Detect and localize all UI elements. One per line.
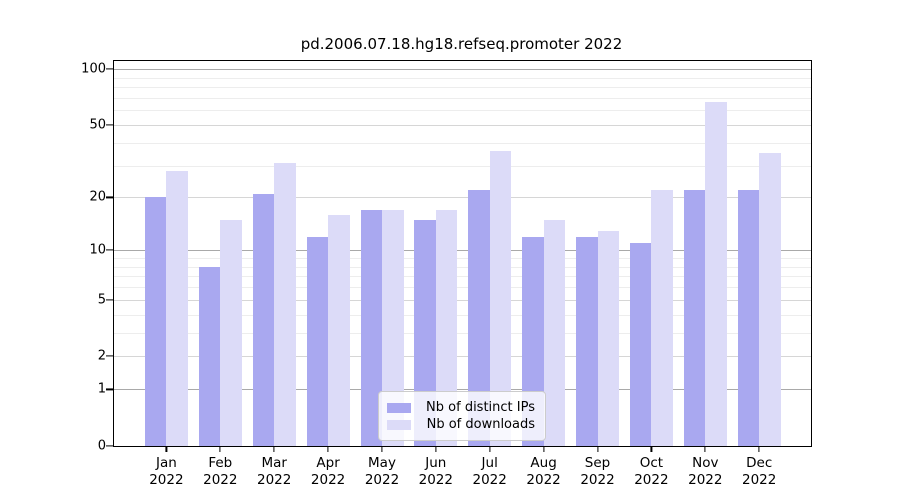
x-tick-nov <box>704 446 706 452</box>
x-tick-label-aug: Aug 2022 <box>526 455 561 488</box>
bar-downloads-jul <box>489 151 512 446</box>
gridline-minor-9 <box>114 258 811 259</box>
gridline-minor-30 <box>114 165 811 167</box>
gridline-minor-6 <box>114 287 811 289</box>
legend-item-distinct-ips: Nb of distinct IPs <box>387 400 535 415</box>
gridline-20 <box>114 197 811 199</box>
gridline-50 <box>114 125 811 126</box>
bar-ips-sep <box>576 236 598 446</box>
gridline-10 <box>114 250 811 252</box>
gridline-1 <box>114 389 811 391</box>
x-tick-label-jul: Jul 2022 <box>472 455 507 488</box>
bar-downloads-nov <box>705 101 727 446</box>
bar-downloads-aug <box>543 219 566 446</box>
bar-ips-jun <box>414 219 436 446</box>
x-tick-may <box>381 446 383 452</box>
gridline-minor-3 <box>114 332 811 334</box>
gridline-minor-90 <box>114 77 811 79</box>
x-tick-jun <box>435 446 437 452</box>
bar-downloads-jan <box>166 171 188 446</box>
x-tick-jan <box>165 446 167 452</box>
y-tick-20 <box>106 196 114 198</box>
x-tick-mar <box>273 446 275 452</box>
y-tick-2 <box>106 355 114 357</box>
x-tick-dec <box>758 446 760 452</box>
bar-ips-jan <box>144 197 167 446</box>
x-tick-label-jun: Jun 2022 <box>418 455 453 488</box>
y-tick-0 <box>106 445 114 447</box>
plot-area: Nb of distinct IPs Nb of downloads 100 50… <box>81 60 812 488</box>
x-tick-feb <box>219 446 221 452</box>
chart-title: pd.2006.07.18.hg18.refseq.promoter 2022 <box>300 35 623 53</box>
x-tick-label-mar: Mar 2022 <box>257 455 292 488</box>
y-tick-10 <box>106 249 114 251</box>
y-tick-label-1: 1 <box>97 381 106 397</box>
gridline-minor-8 <box>114 266 811 268</box>
gridline-minor-60 <box>114 110 811 112</box>
bar-downloads-jun <box>435 210 458 446</box>
legend-label-distinct-ips: Nb of distinct IPs <box>426 400 535 415</box>
x-tick-jul <box>489 446 491 452</box>
bar-ips-dec <box>737 190 760 446</box>
y-tick-100 <box>106 68 114 70</box>
y-tick-label-0: 0 <box>97 438 106 454</box>
x-tick-label-nov: Nov 2022 <box>688 455 723 488</box>
gridline-minor-70 <box>114 98 811 99</box>
gridline-2 <box>114 356 811 358</box>
bar-downloads-feb <box>220 219 242 446</box>
x-tick-label-apr: Apr 2022 <box>310 455 346 488</box>
y-tick-label-20: 20 <box>89 189 106 205</box>
gridline-minor-80 <box>114 87 811 89</box>
x-tick-label-oct: Oct 2022 <box>634 455 669 488</box>
x-tick-aug <box>543 446 545 452</box>
x-tick-label-sep: Sep 2022 <box>580 455 615 488</box>
gridline-minor-40 <box>114 142 811 144</box>
x-tick-label-feb: Feb 2022 <box>203 455 238 488</box>
legend: Nb of distinct IPs Nb of downloads <box>378 391 546 441</box>
legend-swatch-downloads <box>387 419 411 430</box>
bar-ips-jul <box>468 190 490 446</box>
bar-ips-may <box>360 210 382 446</box>
bar-ips-feb <box>198 266 221 446</box>
y-tick-5 <box>106 299 114 301</box>
bar-ips-mar <box>252 193 275 446</box>
bar-downloads-apr <box>328 214 350 446</box>
gridline-minor-4 <box>114 314 811 316</box>
y-tick-label-5: 5 <box>97 292 106 308</box>
legend-label-downloads: Nb of downloads <box>426 417 535 432</box>
y-tick-label-50: 50 <box>89 117 106 133</box>
x-tick-label-jan: Jan 2022 <box>149 455 184 488</box>
x-tick-label-may: May 2022 <box>364 455 400 488</box>
gridline-100 <box>114 69 811 71</box>
gridline-5 <box>114 299 811 301</box>
bar-downloads-dec <box>759 153 781 446</box>
bar-downloads-oct <box>651 190 673 446</box>
x-tick-oct <box>650 446 652 452</box>
bar-ips-apr <box>306 236 329 446</box>
gridline-minor-7 <box>114 276 811 278</box>
legend-swatch-distinct-ips <box>387 402 411 413</box>
x-tick-sep <box>596 446 599 452</box>
bar-ips-nov <box>683 190 706 446</box>
x-tick-label-dec: Dec 2022 <box>742 455 777 488</box>
bar-downloads-mar <box>274 163 296 446</box>
y-tick-label-2: 2 <box>97 348 106 364</box>
legend-item-downloads: Nb of downloads <box>387 417 535 432</box>
bar-downloads-may <box>382 210 404 446</box>
y-tick-50 <box>106 124 114 126</box>
y-tick-1 <box>106 388 114 390</box>
bar-downloads-sep <box>597 230 619 446</box>
x-tick-apr <box>327 446 329 452</box>
y-tick-label-100: 100 <box>81 61 106 77</box>
bar-ips-oct <box>629 243 652 446</box>
y-tick-label-10: 10 <box>89 242 106 258</box>
